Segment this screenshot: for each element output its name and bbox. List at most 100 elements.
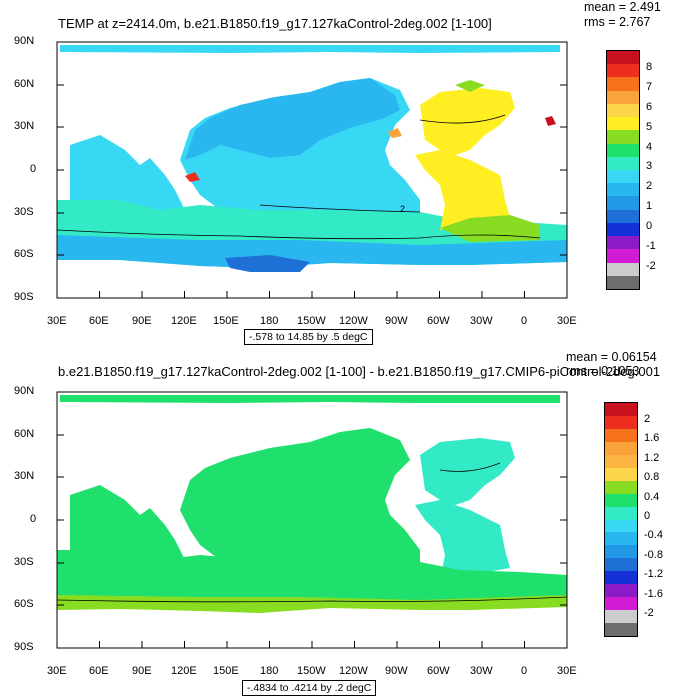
colorbar-swatch bbox=[607, 222, 639, 237]
panel2-lat-0: 0 bbox=[30, 513, 37, 525]
colorbar-label: 0 bbox=[646, 219, 653, 232]
panel1-map: 2 bbox=[56, 41, 568, 299]
colorbar-label: 0.4 bbox=[644, 490, 660, 503]
panel1-lon-label: 0 bbox=[521, 315, 528, 327]
colorbar-swatch bbox=[605, 403, 637, 417]
colorbar-swatch bbox=[605, 532, 637, 546]
colorbar-label: 7 bbox=[646, 81, 653, 94]
panel2-pacific bbox=[180, 428, 420, 590]
panel1-red-sea bbox=[545, 116, 556, 126]
colorbar-swatch bbox=[607, 249, 639, 264]
panel2-range-label: -.4834 to .4214 by .2 degC bbox=[242, 680, 377, 696]
colorbar-label: 1.6 bbox=[644, 432, 660, 445]
colorbar-swatch bbox=[607, 262, 639, 277]
colorbar-label: -1 bbox=[646, 239, 656, 252]
panel1-lat-90n: 90N bbox=[14, 35, 35, 47]
panel1-lon-label: 30E bbox=[557, 315, 577, 327]
colorbar-swatch bbox=[607, 196, 639, 211]
colorbar-label: 5 bbox=[646, 120, 653, 133]
colorbar-swatch bbox=[607, 51, 639, 65]
colorbar-swatch bbox=[607, 117, 639, 131]
colorbar-swatch bbox=[605, 441, 637, 456]
colorbar-label: 2 bbox=[646, 180, 653, 193]
panel2-lat-30n: 30N bbox=[14, 470, 35, 482]
colorbar-swatch bbox=[605, 623, 637, 637]
colorbar-swatch bbox=[605, 467, 637, 482]
panel2-title: b.e21.B1850.f19_g17.127kaControl-2deg.00… bbox=[58, 364, 661, 379]
panel2-indian-ocean bbox=[70, 485, 185, 565]
panel2-map bbox=[56, 391, 568, 649]
panel1-lon-label: 90W bbox=[385, 315, 408, 327]
panel1-lat-0: 0 bbox=[30, 163, 37, 175]
panel2-southern-ocean bbox=[57, 550, 567, 610]
panel1-lon-label: 30W bbox=[470, 315, 493, 327]
colorbar-label: -1.2 bbox=[644, 568, 663, 581]
panel1-southern-deep-band bbox=[57, 235, 567, 268]
colorbar-swatch bbox=[605, 493, 637, 508]
colorbar-swatch bbox=[607, 183, 639, 197]
panel1-rms: rms = 2.767 bbox=[584, 15, 651, 29]
panel1-lon-label: 120E bbox=[171, 315, 197, 327]
panel1-lat-90s: 90S bbox=[14, 291, 34, 303]
panel1-mean: mean = 2.491 bbox=[584, 0, 661, 14]
colorbar-swatch bbox=[607, 64, 639, 78]
panel1-ross-sea bbox=[225, 255, 310, 272]
panel1-lat-30s: 30S bbox=[14, 206, 34, 218]
panel1-arctic-green-patch bbox=[455, 80, 485, 92]
panel1-north-atlantic bbox=[420, 88, 515, 155]
panel1-lat-60s: 60S bbox=[14, 248, 34, 260]
panel1-lon-label: 60W bbox=[427, 315, 450, 327]
colorbar-swatch bbox=[607, 103, 639, 118]
panel1-mediterranean bbox=[388, 128, 402, 138]
colorbar-swatch bbox=[607, 156, 639, 171]
panel2-lon-label: 90W bbox=[385, 665, 408, 677]
panel1-lon-label: 150W bbox=[297, 315, 326, 327]
colorbar-label: 1 bbox=[646, 200, 653, 213]
panel2-lat-90n: 90N bbox=[14, 385, 35, 397]
panel1-lon-label: 60E bbox=[89, 315, 109, 327]
colorbar-label: -1.6 bbox=[644, 587, 663, 600]
panel1-lon-label: 150E bbox=[213, 315, 239, 327]
panel2-lon-label: 180 bbox=[260, 665, 279, 677]
panel1-lon-label: 120W bbox=[339, 315, 368, 327]
panel1-colorbar bbox=[606, 50, 640, 290]
panel2-lat-60n: 60N bbox=[14, 428, 35, 440]
panel1-gulf-patch bbox=[185, 172, 200, 182]
panel2-atlantic-south bbox=[415, 500, 510, 580]
colorbar-label: 6 bbox=[646, 100, 653, 113]
colorbar-swatch bbox=[607, 170, 639, 184]
colorbar-label: 0.8 bbox=[644, 471, 660, 484]
panel1-north-pacific bbox=[185, 78, 400, 160]
colorbar-label: 8 bbox=[646, 61, 653, 74]
panel1-lon-label: 90E bbox=[132, 315, 152, 327]
panel2-lon-label: 90E bbox=[132, 665, 152, 677]
panel2-lat-90s: 90S bbox=[14, 641, 34, 653]
colorbar-swatch bbox=[605, 610, 637, 624]
panel1-arctic-band bbox=[60, 45, 560, 53]
colorbar-swatch bbox=[605, 571, 637, 585]
colorbar-swatch bbox=[607, 143, 639, 158]
panel2-lon-label: 120W bbox=[339, 665, 368, 677]
panel1-lat-60n: 60N bbox=[14, 78, 35, 90]
colorbar-label: -0.8 bbox=[644, 548, 663, 561]
colorbar-label: 2 bbox=[644, 412, 651, 425]
colorbar-swatch bbox=[605, 558, 637, 572]
colorbar-swatch bbox=[605, 597, 637, 611]
colorbar-label: 0 bbox=[644, 510, 651, 523]
colorbar-label: -0.4 bbox=[644, 529, 663, 542]
colorbar-label: -2 bbox=[646, 259, 656, 272]
panel2-lon-label: 60W bbox=[427, 665, 450, 677]
colorbar-label: 3 bbox=[646, 160, 653, 173]
colorbar-swatch bbox=[605, 415, 637, 430]
panel2-contour-atlantic bbox=[439, 462, 501, 472]
colorbar-label: -2 bbox=[644, 607, 654, 620]
colorbar-label: 1.2 bbox=[644, 451, 660, 464]
panel2-lon-label: 30E bbox=[47, 665, 67, 677]
colorbar-swatch bbox=[605, 519, 637, 533]
panel2-southern-green-band bbox=[57, 595, 567, 613]
panel2-lat-60s: 60S bbox=[14, 598, 34, 610]
colorbar-swatch bbox=[605, 506, 637, 520]
panel1-atlantic bbox=[415, 150, 510, 230]
colorbar-swatch bbox=[607, 90, 639, 105]
colorbar-swatch bbox=[605, 428, 637, 443]
